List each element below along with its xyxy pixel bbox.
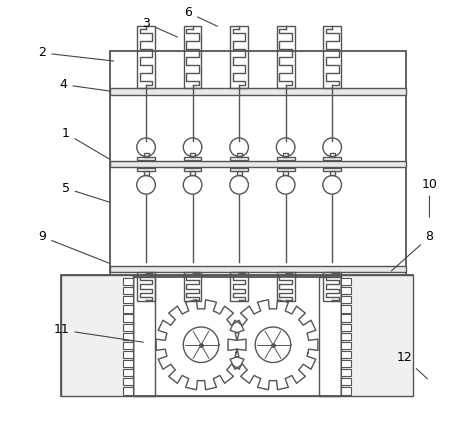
Bar	[341, 314, 351, 322]
Bar	[123, 296, 133, 303]
Bar	[123, 360, 133, 367]
Text: 12: 12	[396, 351, 428, 379]
Bar	[323, 26, 341, 88]
Bar	[230, 26, 248, 88]
Text: 11: 11	[54, 324, 143, 342]
Bar	[123, 314, 133, 322]
Bar	[137, 272, 155, 301]
Bar	[319, 277, 341, 396]
Bar	[329, 153, 335, 157]
Bar	[283, 171, 288, 175]
Bar	[123, 287, 133, 294]
Text: 1: 1	[62, 127, 110, 159]
Bar	[133, 277, 155, 396]
Text: 3: 3	[142, 17, 177, 37]
Bar	[137, 157, 155, 160]
Bar	[277, 26, 294, 88]
Bar	[184, 272, 201, 301]
Bar	[137, 168, 155, 171]
Bar	[323, 157, 341, 160]
Bar	[237, 153, 242, 157]
Bar	[341, 296, 351, 303]
Bar	[230, 168, 248, 171]
Bar	[184, 168, 201, 171]
Bar	[341, 275, 412, 396]
Bar	[110, 266, 406, 272]
Bar	[230, 157, 248, 160]
Bar	[184, 157, 201, 160]
Text: 9: 9	[38, 231, 109, 264]
Text: 8: 8	[392, 231, 433, 271]
Bar	[323, 272, 341, 301]
Bar	[341, 324, 351, 331]
Bar	[190, 153, 195, 157]
Bar	[123, 278, 133, 285]
Text: 6: 6	[184, 6, 218, 26]
Bar	[123, 369, 133, 376]
Bar	[277, 168, 294, 171]
Bar	[184, 26, 201, 88]
Bar	[123, 324, 133, 331]
Bar	[341, 378, 351, 385]
Bar	[190, 171, 195, 175]
Bar	[341, 305, 351, 313]
Bar	[341, 332, 351, 340]
Bar	[137, 26, 155, 88]
Bar	[230, 272, 248, 301]
Bar	[110, 51, 406, 277]
Bar	[123, 332, 133, 340]
Bar	[341, 360, 351, 367]
Bar	[341, 387, 351, 395]
Bar	[123, 387, 133, 395]
Bar	[110, 161, 406, 167]
Bar	[123, 305, 133, 313]
Bar	[341, 351, 351, 358]
Bar	[237, 171, 242, 175]
Bar	[62, 275, 412, 396]
Bar	[341, 342, 351, 349]
Bar	[283, 153, 288, 157]
Text: 10: 10	[421, 178, 438, 217]
Bar	[144, 153, 148, 157]
Bar	[341, 287, 351, 294]
Bar	[277, 157, 294, 160]
Bar	[123, 378, 133, 385]
Bar	[110, 88, 406, 95]
Bar	[123, 342, 133, 349]
Bar	[144, 171, 148, 175]
Text: 4: 4	[60, 78, 109, 91]
Text: 5: 5	[62, 182, 109, 202]
Bar	[123, 351, 133, 358]
Bar	[329, 171, 335, 175]
Bar	[133, 275, 341, 396]
Bar	[62, 275, 133, 396]
Bar	[341, 369, 351, 376]
Text: 2: 2	[38, 47, 114, 61]
Bar	[341, 278, 351, 285]
Bar	[323, 168, 341, 171]
Bar	[277, 272, 294, 301]
